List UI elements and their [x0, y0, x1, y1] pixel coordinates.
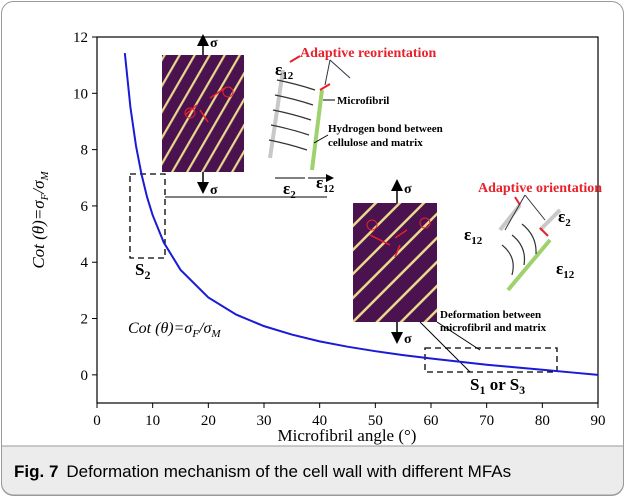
region-label: S1 or S3: [470, 375, 525, 397]
region-label-part: or S: [485, 375, 519, 394]
annotation: ε: [556, 259, 563, 278]
annotation: cellulose and matrix: [328, 137, 423, 149]
curve-label-part: Cot (θ)=σ: [128, 320, 193, 337]
annotation: 12: [323, 183, 335, 195]
annotation: ε12: [556, 259, 575, 281]
annotation: σ: [210, 183, 218, 198]
annotation: ε: [558, 207, 565, 226]
y-label-part: F: [39, 193, 51, 201]
curve: [123, 52, 599, 376]
x-tick-label: 50: [368, 413, 383, 429]
annotation: 2: [565, 217, 571, 229]
annotation: σ: [210, 36, 218, 51]
y-label-part: M: [39, 170, 51, 181]
x-tick-label: 20: [201, 413, 216, 429]
x-tick-label: 90: [591, 413, 606, 429]
y-label-part: Cot (θ)=σ: [29, 200, 48, 269]
caption-text: Deformation mechanism of the cell wall w…: [66, 462, 511, 481]
y-tick-label: 2: [81, 312, 89, 328]
annotation: Deformation between: [440, 309, 541, 321]
region-box: [424, 347, 558, 373]
y-axis-label: Cot (θ)=σF/σM: [29, 170, 51, 268]
schematic-1: [268, 55, 351, 178]
annotation: 12: [563, 269, 575, 281]
x-tick-label: 70: [479, 413, 494, 429]
annotation: 2: [290, 189, 296, 201]
axes-box: [96, 36, 599, 404]
annotation: σ: [404, 332, 412, 347]
curve-label-part: /σ: [198, 320, 212, 337]
micrograph: [353, 203, 437, 322]
annotation: ε12: [316, 173, 335, 195]
inset-2: σ σ: [353, 179, 481, 373]
region-label-part: 2: [144, 268, 150, 282]
annotation: 12: [471, 235, 483, 247]
annotation: Adaptive reorientation: [300, 46, 436, 61]
annotation: σ: [404, 182, 412, 197]
y-tick-label: 0: [81, 368, 89, 384]
y-tick-label: 10: [73, 86, 88, 102]
y-tick-label: 4: [81, 255, 89, 271]
region-label: S2: [135, 260, 150, 282]
annotation: ε: [275, 60, 282, 79]
x-tick-label: 0: [93, 413, 101, 429]
annotation: 12: [282, 70, 294, 82]
region-label-part: S: [470, 375, 479, 394]
caption: Fig. 7 Deformation mechanism of the cell …: [14, 462, 511, 481]
inset-1: σ σ: [162, 34, 327, 198]
x-tick-label: 10: [145, 413, 160, 429]
region-label-part: 3: [519, 383, 525, 397]
x-tick-label: 80: [535, 413, 550, 429]
y-label-part: /σ: [29, 180, 48, 195]
x-tick-label: 30: [257, 413, 272, 429]
annotation: ε2: [558, 207, 571, 229]
curve-label-part: M: [210, 328, 221, 340]
caption-label: Fig. 7: [14, 462, 58, 481]
annotation: ε2: [283, 179, 296, 201]
y-tick-label: 6: [81, 199, 89, 215]
region-box: [129, 173, 166, 259]
curve-label-part: F: [191, 328, 199, 340]
plot-area: [96, 36, 599, 404]
annotation: ε12: [464, 225, 483, 247]
annotation: ε: [283, 179, 290, 198]
annotation: Adaptive orientation: [478, 181, 602, 196]
annotation: Microfibril: [337, 95, 389, 107]
x-tick-label: 60: [424, 413, 439, 429]
x-tick-label: 40: [312, 413, 327, 429]
annotation: Hydrogen bond between: [328, 123, 443, 135]
annotation: ε12: [275, 60, 294, 82]
region-label-part: 1: [479, 383, 485, 397]
y-tick-label: 8: [81, 143, 89, 159]
region-label-part: S: [135, 260, 144, 279]
caption-bar: [1, 445, 624, 496]
curve-label: Cot (θ)=σF/σM: [128, 320, 221, 340]
x-axis-label: Microfibril angle (°): [278, 426, 417, 445]
annotation: ε: [464, 225, 471, 244]
y-tick-label: 12: [73, 30, 88, 46]
annotation: microfibril and matrix: [440, 322, 547, 334]
annotation: ε: [316, 173, 323, 192]
schematic-2: [498, 194, 562, 292]
